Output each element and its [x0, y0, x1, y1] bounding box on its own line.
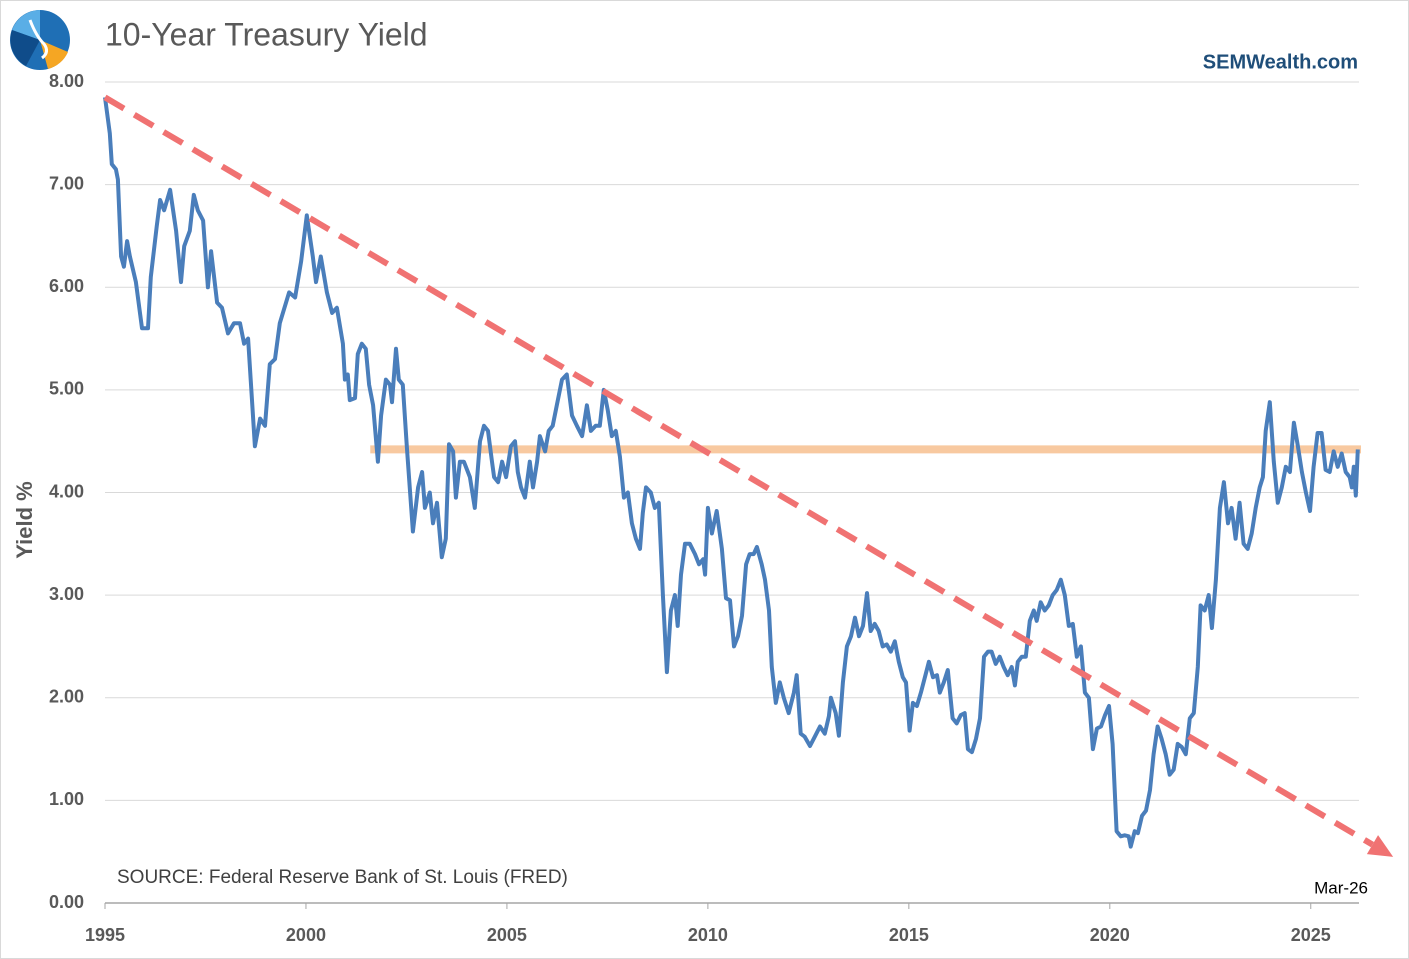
trend-line — [103, 94, 1375, 848]
x-tick-label: 2000 — [286, 925, 326, 945]
x-tick-label: 2025 — [1291, 925, 1331, 945]
y-tick-label: 5.00 — [49, 379, 84, 399]
source-note: SOURCE: Federal Reserve Bank of St. Loui… — [117, 867, 568, 888]
brand: SEMWealth.com — [1203, 51, 1358, 73]
x-tick-label: 2005 — [487, 925, 527, 945]
y-tick-label: 1.00 — [49, 789, 84, 809]
y-tick-label: 6.00 — [49, 276, 84, 296]
trend-arrowhead — [1366, 835, 1394, 857]
end-label: Mar-26 — [1314, 878, 1368, 897]
y-tick-label: 3.00 — [49, 584, 84, 604]
y-tick-label: 4.00 — [49, 481, 84, 501]
logo — [10, 10, 70, 70]
x-tick-label: 2010 — [688, 925, 728, 945]
yield-line — [103, 97, 1360, 849]
y-tick-label: 8.00 — [49, 71, 84, 91]
y-axis-label: Yield % — [12, 481, 37, 558]
x-tick-label: 1995 — [85, 925, 125, 945]
x-tick-label: 2015 — [889, 925, 929, 945]
y-tick-label: 0.00 — [49, 892, 84, 912]
y-tick-label: 2.00 — [49, 687, 84, 707]
y-tick-label: 7.00 — [49, 173, 84, 193]
x-tick-label: 2020 — [1090, 925, 1130, 945]
chart-title: 10-Year Treasury Yield — [105, 16, 428, 52]
